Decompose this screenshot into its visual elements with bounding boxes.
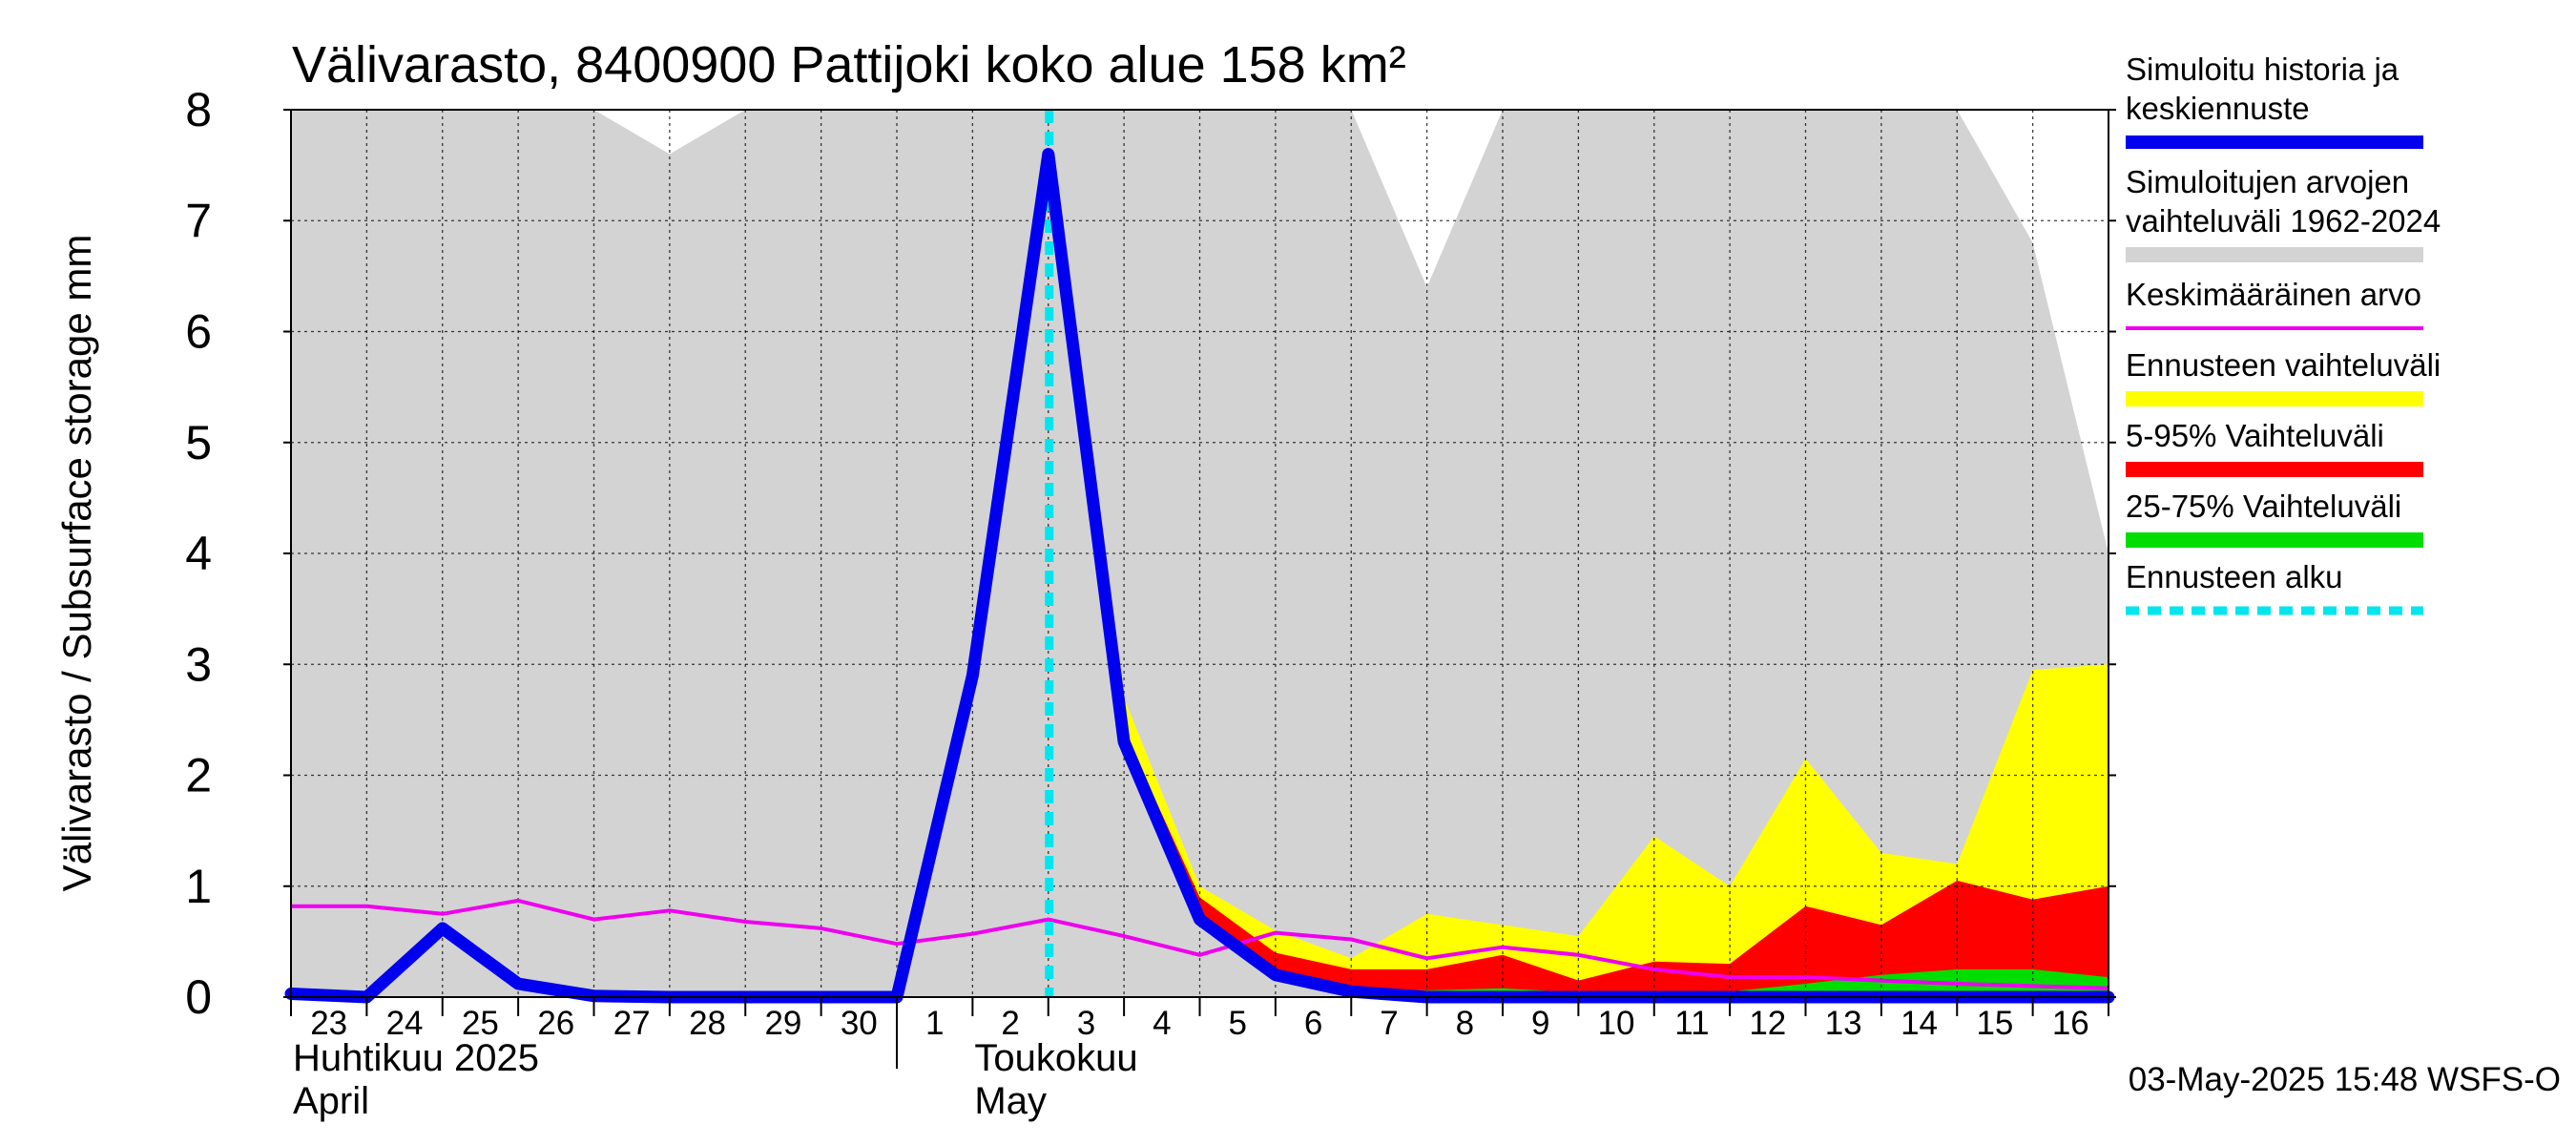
- y-tick-label: 4: [185, 527, 212, 580]
- x-tick-label: 1: [925, 1005, 944, 1042]
- x-tick-label: 9: [1531, 1005, 1549, 1042]
- legend-label: Ennusteen vaihteluväli: [2126, 347, 2441, 383]
- legend-item-ennusteen-vaihteluv-li: Ennusteen vaihteluväli: [2126, 347, 2441, 406]
- x-tick-label: 15: [1976, 1005, 2013, 1042]
- y-tick-label: 0: [185, 970, 212, 1024]
- month-label-en: May: [974, 1080, 1047, 1122]
- data-point: [971, 675, 973, 677]
- legend-item-ennusteen-alku: Ennusteen alku: [2126, 559, 2423, 615]
- legend-label: Simuloitu historia ja keskiennuste: [2126, 52, 2399, 126]
- data-point: [1350, 990, 1352, 992]
- data-point: [442, 927, 444, 929]
- x-tick-label: 30: [841, 1005, 878, 1042]
- legend-label: Simuloitujen arvojen vaihteluväli 1962-20…: [2126, 164, 2441, 239]
- x-tick-label: 5: [1228, 1005, 1246, 1042]
- band-5-95-vaihteluv-li: [1048, 154, 2109, 997]
- x-tick-label: 27: [613, 1005, 651, 1042]
- legend-label: 5-95% Vaihteluväli: [2126, 418, 2384, 453]
- timestamp-footer: 03-May-2025 15:48 WSFS-O: [2129, 1061, 2561, 1098]
- series-line-keskimaarainen-arvo: [291, 898, 2109, 990]
- x-tick-label: 7: [1380, 1005, 1398, 1042]
- x-tick-label: 2: [1001, 1005, 1019, 1042]
- x-tick-label: 25: [462, 1005, 499, 1042]
- x-tick-label: 16: [2052, 1005, 2089, 1042]
- x-tick-label: 3: [1077, 1005, 1095, 1042]
- data-point: [1048, 154, 1049, 155]
- y-tick-label: 7: [185, 194, 212, 247]
- legend-label: Ennusteen alku: [2126, 559, 2343, 594]
- month-label-en: April: [293, 1080, 369, 1122]
- x-tick-label: 11: [1674, 1005, 1709, 1042]
- y-tick-label: 2: [185, 749, 212, 802]
- month-label-fi: Huhtikuu 2025: [293, 1037, 539, 1079]
- x-tick-label: 23: [310, 1005, 347, 1042]
- y-tick-label: 1: [185, 860, 212, 913]
- data-point: [1123, 741, 1125, 743]
- x-tick-label: 29: [764, 1005, 801, 1042]
- y-tick-label: 3: [185, 637, 212, 691]
- y-axis-label: Välivarasto / Subsurface storage mm: [54, 235, 99, 892]
- x-tick-label: 6: [1304, 1005, 1322, 1042]
- legend-label: Keskimääräinen arvo: [2126, 277, 2421, 312]
- x-tick-label: 4: [1153, 1005, 1171, 1042]
- legend-item-5-95-vaihteluv-li: 5-95% Vaihteluväli: [2126, 418, 2423, 477]
- x-tick-label: 12: [1749, 1005, 1786, 1042]
- legend-label: 25-75% Vaihteluväli: [2126, 489, 2401, 524]
- legend-item-keskim-r-inen-arvo: Keskimääräinen arvo: [2126, 277, 2423, 330]
- legend-item-simuloitujen-arvojen-vaihteluv-li-1962-2024: Simuloitujen arvojen vaihteluväli 1962-20…: [2126, 164, 2441, 262]
- data-point: [517, 983, 519, 985]
- chart-title: Välivarasto, 8400900 Pattijoki koko alue…: [292, 36, 1406, 94]
- x-tick-label: 24: [386, 1005, 424, 1042]
- legend: Simuloitu historia ja keskiennuste Simuloi…: [2126, 52, 2441, 615]
- data-point: [1199, 919, 1200, 921]
- legend-item-25-75-vaihteluv-li: 25-75% Vaihteluväli: [2126, 489, 2423, 548]
- x-tick-label: 8: [1456, 1005, 1474, 1042]
- y-tick-label: 8: [185, 83, 212, 136]
- x-tick-label: 26: [537, 1005, 574, 1042]
- legend-item-simuloitu-historia-ja-keskiennuste: Simuloitu historia ja keskiennuste: [2126, 52, 2423, 149]
- month-label-fi: Toukokuu: [974, 1037, 1137, 1079]
- y-tick-label: 5: [185, 416, 212, 469]
- x-tick-label: 14: [1901, 1005, 1938, 1042]
- x-tick-label: 13: [1825, 1005, 1862, 1042]
- data-point: [1275, 974, 1277, 976]
- y-tick-label: 6: [185, 305, 212, 359]
- x-tick-label: 10: [1598, 1005, 1635, 1042]
- x-tick-label: 28: [689, 1005, 726, 1042]
